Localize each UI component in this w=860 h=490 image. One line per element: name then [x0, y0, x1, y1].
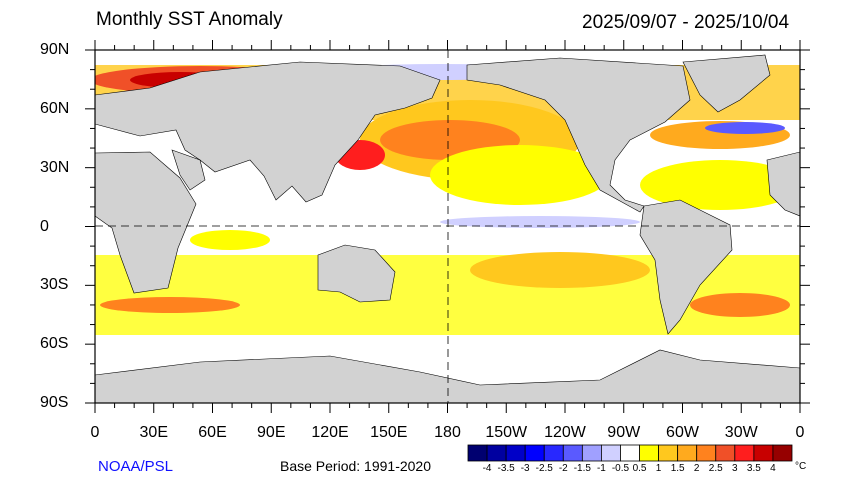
lon-label: 30W — [724, 424, 758, 441]
north-america — [466, 57, 691, 213]
lat-label: 90N — [40, 41, 70, 58]
colorbar-label: -0.5 — [611, 463, 630, 474]
lon-label: 90E — [257, 424, 286, 441]
lon-label: 30E — [139, 424, 168, 441]
south-america — [639, 199, 733, 335]
colorbar-swatch — [524, 444, 545, 462]
greenland — [682, 54, 771, 113]
lon-label: 60W — [666, 424, 699, 441]
colorbar-swatch — [734, 444, 755, 462]
colorbar-swatch — [543, 444, 564, 462]
lat-label: 60N — [40, 99, 70, 117]
colorbar-swatch — [486, 444, 507, 462]
colorbar-label: 3 — [732, 463, 738, 474]
colorbar-label: 3.5 — [746, 463, 761, 474]
base-period: Base Period: 1991-2020 — [280, 458, 431, 474]
lon-label: 0 — [90, 424, 100, 441]
colorbar-swatch — [753, 444, 774, 462]
arabia — [171, 149, 206, 191]
colorbar-label: -3 — [520, 463, 530, 474]
colorbar-label: 1 — [655, 463, 662, 474]
reference-lines — [95, 50, 800, 403]
colorbar-label: -1 — [596, 463, 606, 474]
antarctica — [95, 349, 800, 403]
lon-label: 0 — [795, 424, 805, 441]
lon-label: 90W — [607, 424, 641, 441]
west-africa — [766, 151, 800, 217]
colorbar-swatch — [658, 444, 679, 462]
eurasia — [95, 61, 441, 203]
colorbar-swatch — [581, 444, 602, 462]
lat-label: 90S — [40, 394, 69, 411]
colorbar-label: -1.5 — [573, 463, 591, 474]
map-title: Monthly SST Anomaly — [96, 9, 283, 30]
colorbar-swatch — [715, 444, 736, 462]
colorbar-label: -2 — [558, 463, 568, 474]
colorbar-label: -3.5 — [497, 463, 515, 474]
colorbar-label: 1.5 — [670, 463, 685, 474]
colorbar-swatch — [601, 444, 621, 462]
lat-label: 60S — [40, 335, 69, 353]
lon-label: 150E — [370, 424, 408, 441]
colorbar-swatch — [562, 444, 583, 462]
colorbar-unit: °C — [795, 461, 807, 472]
colorbar-swatch — [696, 444, 717, 462]
lat-label: 30S — [40, 276, 69, 294]
colorbar-label: 0.5 — [632, 463, 647, 474]
lon-label: 60E — [198, 424, 227, 441]
africa — [95, 151, 197, 294]
lon-label: 120E — [311, 424, 349, 441]
colorbar-label: 2.5 — [708, 463, 723, 474]
date-range: 2025/09/07 - 2025/10/04 — [582, 12, 790, 33]
colorbar-label: -4 — [482, 463, 492, 474]
colorbar-label: 4 — [770, 463, 776, 474]
colorbar-swatch — [467, 444, 488, 462]
colorbar — [467, 444, 793, 462]
colorbar-swatch — [620, 444, 640, 462]
colorbar-swatch — [772, 444, 793, 462]
lat-label: 30N — [40, 158, 70, 176]
colorbar-swatch — [505, 444, 526, 462]
lon-label: 150W — [485, 424, 528, 441]
credit-label: NOAA/PSL — [98, 458, 174, 475]
lat-label: 0 — [40, 217, 49, 235]
australia — [317, 244, 396, 303]
lon-label: 120W — [544, 424, 586, 441]
colorbar-label: 2 — [693, 463, 700, 474]
colorbar-label: -2.5 — [535, 463, 553, 474]
colorbar-swatch — [639, 444, 659, 462]
lon-label: 180 — [434, 424, 461, 441]
colorbar-swatch — [677, 444, 698, 462]
land — [95, 54, 800, 403]
